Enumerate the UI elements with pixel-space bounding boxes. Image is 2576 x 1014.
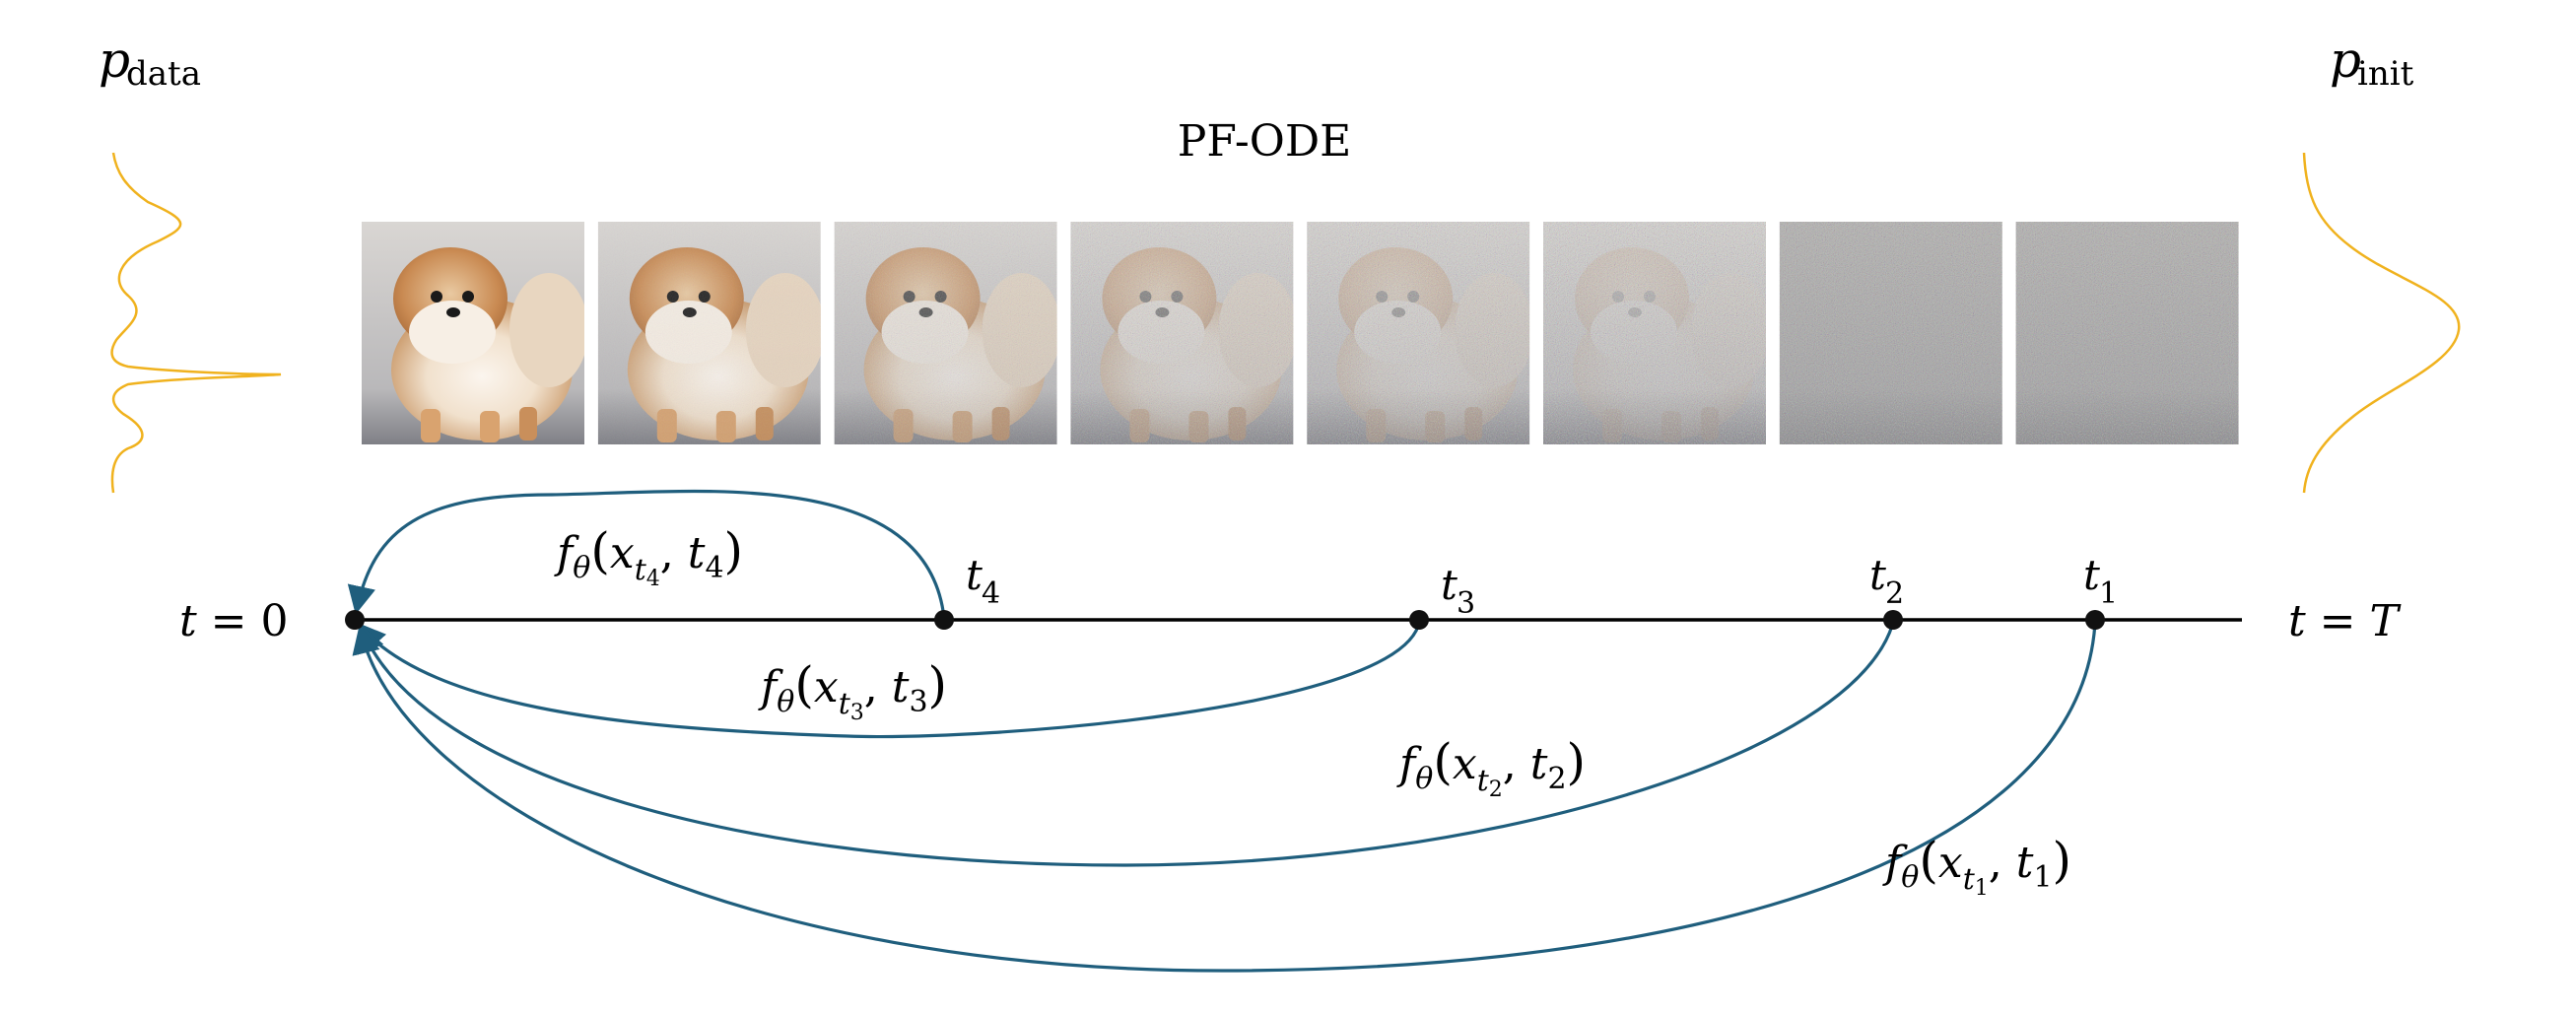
noise-overlay — [1779, 222, 2002, 444]
pf-ode-title: PF-ODE — [1178, 116, 1352, 167]
t1-sub: 1 — [2099, 576, 2118, 611]
timestep-label-t4: t 4 — [966, 551, 1000, 611]
t4-base: t — [966, 551, 983, 599]
noised-image-5 — [1307, 222, 1530, 444]
function-label-f3: fθ(xt3, t3) — [758, 656, 947, 725]
point-t4 — [934, 610, 954, 630]
t-end-label: t = T — [2288, 596, 2403, 646]
arc-t3 — [357, 622, 1421, 739]
t-zero-rhs: 0 — [261, 596, 289, 646]
noised-image-1 — [362, 222, 584, 444]
p-init-sub: init — [2357, 54, 2414, 94]
point-t-zero — [345, 610, 365, 630]
t3-sub: 3 — [1457, 586, 1475, 621]
timestep-label-t1: t 1 — [2083, 551, 2118, 611]
point-t1 — [2085, 610, 2105, 630]
svg-text:fθ(xt3, t3): fθ(xt3, t3) — [758, 656, 947, 725]
timestep-label-t2: t 2 — [1869, 551, 1904, 611]
p-init-label: p init — [2330, 32, 2414, 94]
data-distribution-curve — [110, 152, 282, 494]
init-distribution-curve — [2302, 152, 2461, 494]
arc-t2 — [357, 622, 1895, 867]
svg-text:fθ(xt1, t1): fθ(xt1, t1) — [1882, 832, 2071, 901]
noised-image-7 — [1779, 222, 2002, 444]
t-zero-label: t = 0 — [179, 596, 289, 646]
function-label-f4: fθ(xt4, t4) — [554, 522, 743, 591]
t2-base: t — [1869, 551, 1886, 599]
t-zero-eq: = — [197, 596, 261, 646]
arc-t4 — [347, 489, 946, 619]
t3-base: t — [1441, 561, 1457, 609]
noise-overlay — [2015, 222, 2239, 444]
t-zero-lhs: t — [179, 596, 197, 646]
p-init-base: p — [2330, 32, 2361, 89]
t-end-rhs: T — [2370, 596, 2403, 646]
image-strip — [362, 222, 2239, 444]
t2-sub: 2 — [1885, 576, 1904, 611]
noised-image-8 — [2015, 222, 2239, 444]
t-end-eq: = — [2306, 596, 2370, 646]
function-label-f1: fθ(xt1, t1) — [1882, 832, 2071, 901]
dog-figure — [391, 247, 584, 442]
noised-image-6 — [1543, 222, 1766, 444]
noise-overlay — [834, 222, 1057, 444]
svg-text:fθ(xt4, t4): fθ(xt4, t4) — [554, 522, 743, 591]
svg-text:t = 0: t = 0 — [179, 596, 289, 646]
t1-base: t — [2083, 551, 2100, 599]
noise-overlay — [597, 222, 821, 444]
timestep-label-t3: t 3 — [1441, 561, 1475, 621]
p-data-label: p data — [99, 32, 201, 94]
svg-text:t = T: t = T — [2288, 596, 2403, 646]
point-t2 — [1883, 610, 1903, 630]
p-data-base: p — [99, 32, 130, 89]
function-label-f2: fθ(xt2, t2) — [1396, 733, 1586, 802]
arc-t1 — [352, 622, 2097, 973]
noise-overlay — [1070, 222, 1294, 444]
p-data-sub: data — [126, 54, 201, 94]
svg-text:fθ(xt2, t2): fθ(xt2, t2) — [1396, 733, 1586, 802]
noised-image-3 — [834, 222, 1057, 444]
noised-image-4 — [1070, 222, 1294, 444]
noise-overlay — [1307, 222, 1530, 444]
noise-overlay — [1543, 222, 1766, 444]
t-end-lhs: t — [2288, 596, 2306, 646]
t4-sub: 4 — [982, 576, 1000, 611]
point-t3 — [1409, 610, 1429, 630]
noised-image-2 — [597, 222, 821, 444]
